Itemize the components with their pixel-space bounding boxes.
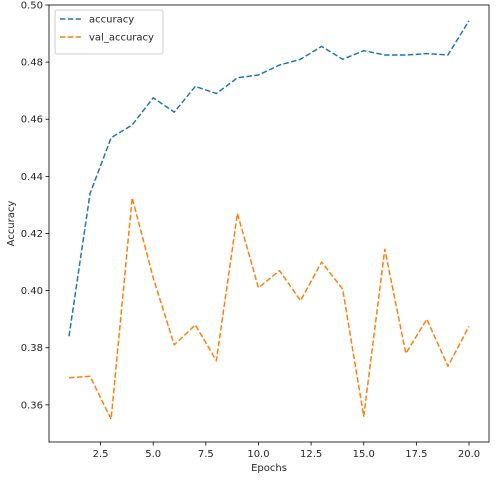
y-tick-label: 0.36 xyxy=(21,400,43,411)
legend-items: accuracy val_accuracy xyxy=(60,15,154,44)
y-tick-label: 0.44 xyxy=(21,172,43,183)
y-tick-label: 0.38 xyxy=(21,343,43,354)
series-layer xyxy=(68,20,470,420)
legend-box xyxy=(54,9,164,55)
x-tick-label: 15.0 xyxy=(353,449,375,460)
legend: accuracy val_accuracy xyxy=(54,9,164,55)
x-tick-label: 2.5 xyxy=(93,449,109,460)
series-line-val-accuracy xyxy=(68,197,470,420)
plot-border xyxy=(48,4,490,443)
y-tick-label: 0.46 xyxy=(21,115,43,126)
x-tick-label: 17.5 xyxy=(405,449,427,460)
x-tick-label: 5.0 xyxy=(145,449,161,460)
x-axis-ticks: 2.5 5.0 7.5 10.0 12.5 15.0 17.5 20.0 xyxy=(93,442,480,460)
x-tick-label: 20.0 xyxy=(458,449,480,460)
y-tick-label: 0.42 xyxy=(21,229,43,240)
y-tick-label: 0.48 xyxy=(21,58,43,69)
plot-background xyxy=(49,5,489,442)
y-tick-label: 0.50 xyxy=(21,1,43,12)
y-axis-label: Accuracy xyxy=(6,201,17,247)
y-tick-label: 0.40 xyxy=(21,286,43,297)
x-tick-label: 10.0 xyxy=(247,449,269,460)
y-axis-ticks: 0.36 0.38 0.40 0.42 0.44 0.46 0.48 0.50 xyxy=(21,1,49,411)
x-tick-label: 7.5 xyxy=(198,449,214,460)
axes-layer xyxy=(48,4,490,443)
x-axis-label: Epochs xyxy=(251,463,287,474)
plot-area xyxy=(49,5,489,442)
x-tick-label: 12.5 xyxy=(300,449,322,460)
legend-label-accuracy: accuracy xyxy=(89,15,134,26)
legend-label-val-accuracy: val_accuracy xyxy=(89,33,154,44)
series-line-accuracy xyxy=(68,20,470,337)
